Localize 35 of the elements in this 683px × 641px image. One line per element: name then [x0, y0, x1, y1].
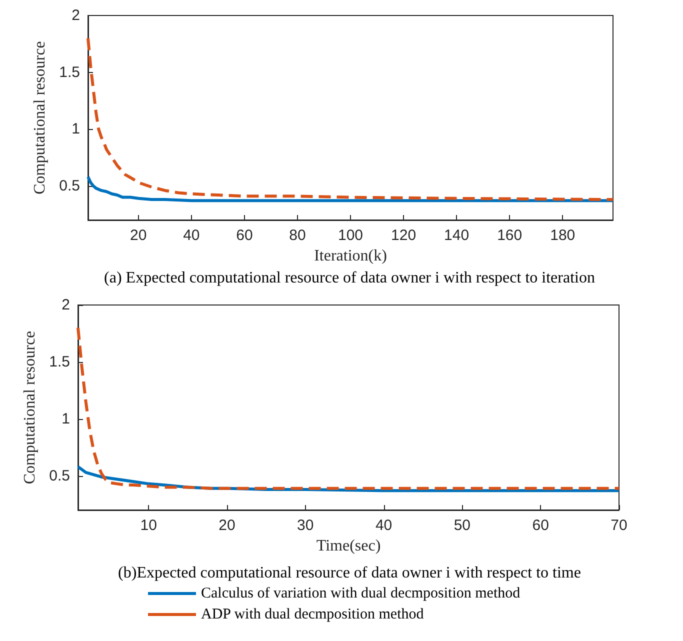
- x-tick-label: 30: [297, 517, 314, 534]
- x-tick-label: 80: [289, 227, 306, 244]
- x-tick-label: 140: [444, 227, 470, 244]
- x-tick-label: 70: [610, 517, 628, 534]
- x-tick-label: 20: [218, 517, 236, 534]
- x-tick-label: 120: [391, 227, 416, 244]
- x-axis-title: Iteration(k): [314, 247, 387, 264]
- line-series: [76, 326, 620, 490]
- y-tick-label: 1.5: [59, 64, 80, 81]
- x-axis-title: Time(sec): [316, 537, 381, 554]
- x-tick-label: 100: [338, 227, 364, 244]
- x-tick-label: 20: [130, 227, 147, 244]
- x-tick-label: 40: [375, 517, 392, 534]
- y-tick-label: 0.5: [49, 467, 70, 484]
- y-tick-label: 1.5: [49, 353, 70, 370]
- text: (a) Expected computational resource of data owner i with respect to iteration: [104, 270, 595, 286]
- legend-label: Calculus of variation with dual decmposition method: [201, 586, 521, 602]
- x-tick-label: 40: [183, 227, 200, 244]
- x-tick-label: 60: [532, 517, 549, 534]
- y-tick-label: 1: [72, 120, 80, 138]
- y-tick-label: 2: [62, 296, 70, 314]
- y-tick-label: 1: [62, 410, 70, 428]
- y-tick-label: 0.5: [59, 177, 80, 194]
- x-tick-label: 160: [497, 227, 522, 244]
- x-tick-label: 10: [140, 517, 157, 534]
- x-tick-label: 180: [550, 227, 576, 244]
- y-axis-title: Computational resource: [22, 330, 39, 484]
- y-tick-label: 2: [72, 7, 80, 24]
- line-series: [86, 36, 614, 202]
- x-tick-label: 50: [454, 517, 471, 534]
- legend-label: ADP with dual decmposition method: [201, 606, 424, 622]
- line-series: [86, 175, 614, 202]
- y-axis-title: Computational resource: [32, 41, 49, 194]
- x-tick-label: 60: [236, 227, 253, 244]
- text: (b)Expected computational resource of data owner i with respect to time: [118, 564, 581, 582]
